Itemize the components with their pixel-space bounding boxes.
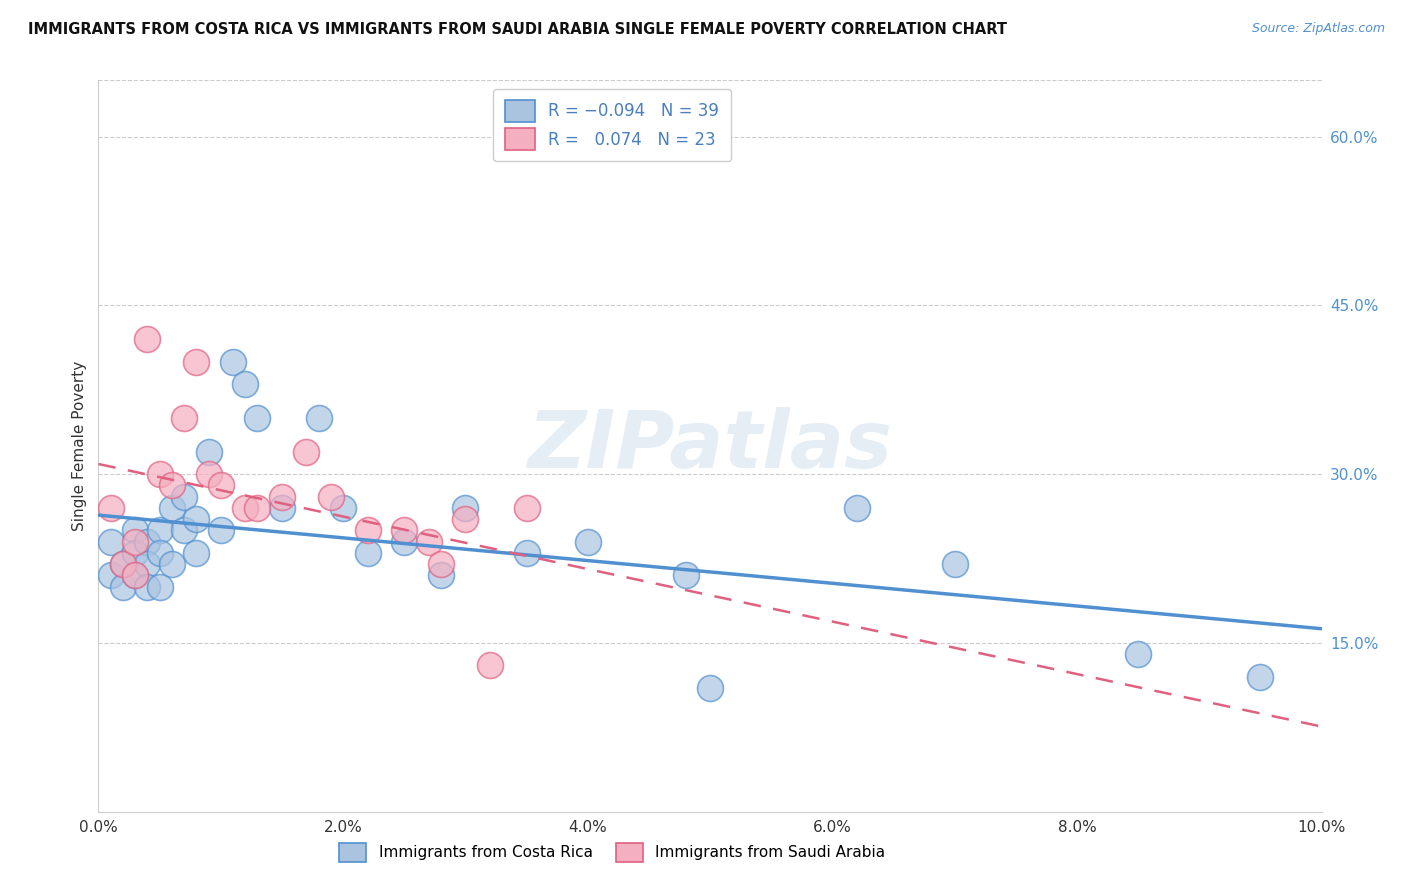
Point [100, 568, 122, 582]
Point [111, 580, 134, 594]
Point [149, 467, 172, 482]
Point [149, 524, 172, 538]
Point [100, 534, 122, 549]
Point [454, 500, 477, 515]
Point [246, 410, 269, 425]
Point [675, 568, 697, 582]
Point [209, 478, 232, 492]
Point [332, 500, 354, 515]
Point [699, 681, 721, 695]
Point [356, 524, 378, 538]
Point [430, 557, 453, 571]
Point [295, 444, 318, 458]
Point [233, 500, 256, 515]
Point [516, 500, 538, 515]
Point [418, 534, 440, 549]
Point [845, 500, 868, 515]
Point [160, 500, 183, 515]
Point [100, 500, 122, 515]
Point [124, 568, 146, 582]
Point [392, 524, 416, 538]
Text: Source: ZipAtlas.com: Source: ZipAtlas.com [1251, 22, 1385, 36]
Point [136, 534, 159, 549]
Point [222, 354, 245, 368]
Point [943, 557, 966, 571]
Legend: Immigrants from Costa Rica, Immigrants from Saudi Arabia: Immigrants from Costa Rica, Immigrants f… [332, 835, 893, 870]
Point [392, 534, 416, 549]
Point [111, 557, 134, 571]
Point [516, 546, 538, 560]
Point [136, 332, 159, 346]
Point [111, 557, 134, 571]
Point [319, 490, 342, 504]
Point [124, 524, 146, 538]
Point [430, 568, 453, 582]
Text: IMMIGRANTS FROM COSTA RICA VS IMMIGRANTS FROM SAUDI ARABIA SINGLE FEMALE POVERTY: IMMIGRANTS FROM COSTA RICA VS IMMIGRANTS… [28, 22, 1007, 37]
Point [270, 500, 292, 515]
Point [246, 500, 269, 515]
Point [209, 524, 232, 538]
Point [173, 524, 195, 538]
Point [173, 410, 195, 425]
Point [149, 580, 172, 594]
Point [1128, 647, 1150, 661]
Point [233, 377, 256, 392]
Point [136, 557, 159, 571]
Text: ZIPatlas: ZIPatlas [527, 407, 893, 485]
Point [149, 546, 172, 560]
Point [160, 557, 183, 571]
Point [124, 534, 146, 549]
Point [478, 658, 501, 673]
Point [186, 512, 208, 526]
Point [136, 580, 159, 594]
Point [186, 546, 208, 560]
Y-axis label: Single Female Poverty: Single Female Poverty [72, 361, 87, 531]
Point [270, 490, 292, 504]
Point [576, 534, 599, 549]
Point [197, 467, 219, 482]
Point [356, 546, 378, 560]
Point [124, 546, 146, 560]
Point [197, 444, 219, 458]
Point [454, 512, 477, 526]
Point [160, 478, 183, 492]
Point [1249, 670, 1271, 684]
Point [308, 410, 330, 425]
Point [173, 490, 195, 504]
Point [186, 354, 208, 368]
Point [124, 568, 146, 582]
